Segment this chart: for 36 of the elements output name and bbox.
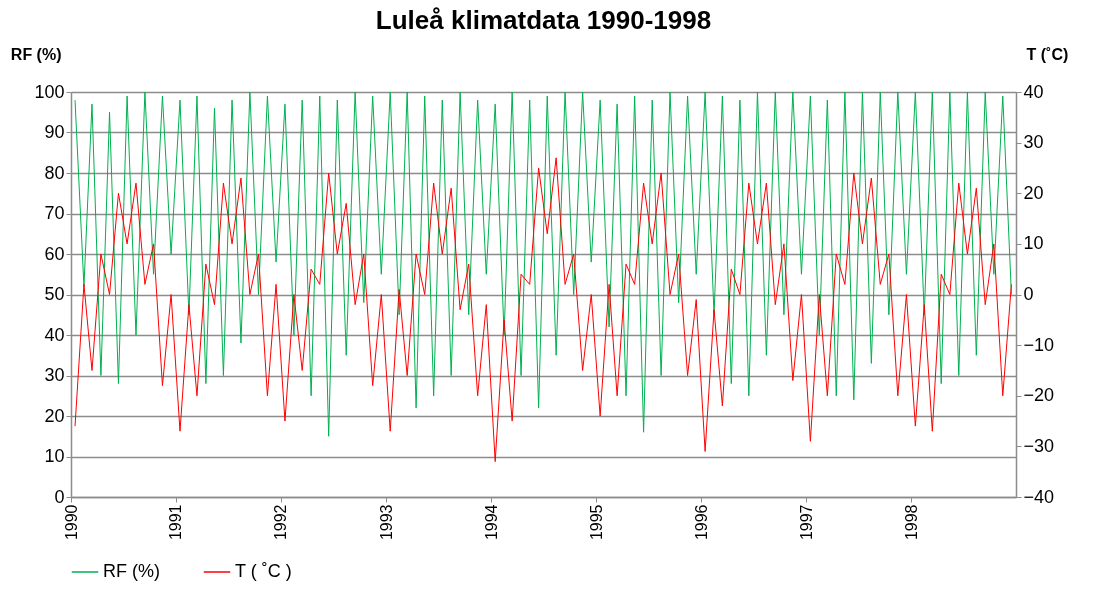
y-tick-label: 100: [34, 81, 65, 102]
x-tick-label: 1994: [482, 504, 500, 541]
x-tick-label: 1992: [272, 504, 290, 541]
x-tick-label: 1997: [797, 504, 815, 541]
y-tick-label: 60: [44, 243, 65, 264]
y2-tick-label: 10: [1023, 233, 1044, 254]
x-tick-label: 1996: [692, 504, 710, 541]
y2-axis-title: T (˚C): [1026, 45, 1069, 63]
y2-tick-label: −30: [1023, 435, 1055, 456]
x-tick-label: 1995: [587, 504, 605, 541]
y2-tick-label: −20: [1023, 385, 1055, 406]
y-tick-label: 40: [44, 324, 65, 345]
legend-label: RF (%): [103, 561, 160, 581]
y2-tick-label: 40: [1023, 81, 1044, 102]
x-tick-label: 1998: [902, 504, 920, 541]
y2-tick-label: 20: [1023, 182, 1044, 203]
y-tick-label: 10: [44, 446, 65, 466]
x-tick-label: 1990: [62, 504, 80, 541]
y-tick-label: 0: [54, 486, 65, 507]
y2-tick-label: −40: [1023, 486, 1055, 507]
y2-tick-label: 30: [1023, 132, 1044, 153]
y-tick-label: 30: [44, 365, 65, 385]
y-axis-title: RF (%): [10, 45, 62, 63]
y2-tick-label: −10: [1023, 334, 1055, 355]
y-tick-label: 20: [44, 405, 65, 426]
line-series: [74, 91, 1012, 437]
x-tick-label: 1993: [377, 504, 395, 541]
y-tick-label: 80: [44, 162, 65, 183]
y-tick-label: 50: [44, 284, 65, 304]
line-series: [74, 157, 1012, 463]
y2-tick-label: 0: [1023, 284, 1034, 304]
chart-title: Luleå klimatdata 1990-1998: [375, 5, 712, 35]
legend-label: T ( ˚C ): [235, 561, 292, 581]
x-tick-label: 1991: [167, 504, 185, 541]
y-tick-label: 90: [44, 122, 65, 142]
y-tick-label: 70: [44, 203, 65, 223]
